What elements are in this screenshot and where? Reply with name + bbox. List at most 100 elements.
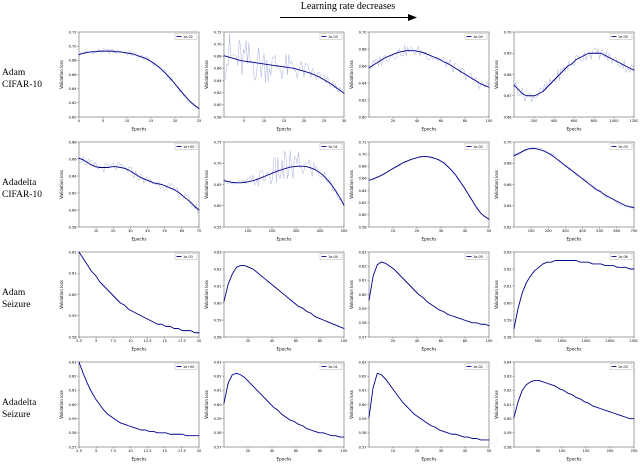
svg-text:0.55: 0.55	[214, 225, 222, 229]
svg-text:Validation loss: Validation loss	[494, 390, 499, 419]
svg-text:30: 30	[128, 229, 133, 233]
svg-text:0.66: 0.66	[69, 72, 78, 76]
figure-title: Learning rate decreases	[300, 1, 396, 12]
svg-text:0.58: 0.58	[359, 431, 368, 435]
svg-text:Epochs: Epochs	[566, 456, 581, 461]
svg-text:0.59: 0.59	[359, 416, 368, 420]
svg-text:Validation loss: Validation loss	[349, 170, 354, 199]
svg-text:0.62: 0.62	[504, 388, 512, 392]
svg-text:0.66: 0.66	[359, 64, 368, 68]
svg-text:0.70: 0.70	[359, 152, 368, 156]
svg-text:Epochs: Epochs	[276, 126, 291, 131]
subplot-r1-c2: 0.58 0.60 0.62 0.64 0.66 0.68 0.70 0.72 5 10 15 20 2…	[204, 30, 347, 131]
svg-text:5: 5	[243, 119, 245, 123]
svg-text:17.5: 17.5	[178, 449, 186, 453]
svg-text:0.60: 0.60	[69, 292, 78, 296]
svg-text:7.5: 7.5	[110, 449, 116, 453]
svg-text:Validation loss: Validation loss	[59, 280, 64, 309]
svg-text:20: 20	[415, 449, 420, 453]
svg-text:0.59: 0.59	[504, 431, 513, 435]
svg-text:0.67: 0.67	[504, 94, 512, 98]
svg-text:0.64: 0.64	[359, 188, 368, 192]
svg-text:0.68: 0.68	[504, 161, 513, 165]
svg-text:40: 40	[463, 449, 468, 453]
subplot-r1-c1: 0.60 0.62 0.64 0.66 0.68 0.70 0.72 0 5 10 15 20 25 Ep…	[59, 30, 202, 131]
svg-text:0.58: 0.58	[69, 335, 78, 339]
svg-text:0.70: 0.70	[504, 140, 513, 144]
svg-text:0.58: 0.58	[69, 431, 78, 435]
svg-text:80: 80	[318, 339, 323, 343]
svg-text:0.66: 0.66	[504, 115, 513, 119]
svg-text:0.58: 0.58	[69, 225, 78, 229]
svg-text:10: 10	[391, 229, 396, 233]
svg-text:0.62: 0.62	[504, 225, 512, 229]
svg-text:40: 40	[463, 229, 468, 233]
svg-text:0.62: 0.62	[359, 201, 367, 205]
svg-text:0.72: 0.72	[214, 30, 222, 34]
svg-text:0.62: 0.62	[504, 267, 512, 271]
subplot-r4-c3: 0.57 0.58 0.59 0.60 0.61 0.62 0.63 10 20 30 40 50 Ep…	[349, 360, 492, 461]
svg-text:0.62: 0.62	[69, 101, 77, 105]
subplot-r4-c1: 0.57 0.58 0.59 0.60 0.61 0.62 0.63 2.5 5 7.5 10 12.…	[59, 360, 202, 461]
svg-text:Validation loss: Validation loss	[494, 60, 499, 89]
svg-text:80: 80	[318, 449, 323, 453]
svg-text:0.62: 0.62	[359, 98, 367, 102]
svg-text:Validation loss: Validation loss	[494, 170, 499, 199]
subplot-r2-c3: 0.58 0.60 0.62 0.64 0.66 0.68 0.70 0.72 10 20 30 40…	[349, 140, 492, 241]
svg-text:100: 100	[341, 449, 348, 453]
svg-text:400: 400	[551, 119, 559, 123]
svg-text:10: 10	[391, 449, 396, 453]
svg-text:0.59: 0.59	[359, 306, 368, 310]
row-label-line1: Adam	[2, 67, 26, 78]
svg-text:0.62: 0.62	[359, 264, 367, 268]
svg-text:40: 40	[145, 229, 150, 233]
svg-text:0.65: 0.65	[214, 182, 222, 186]
subplot-r2-c2: 0.55 0.60 0.65 0.70 0.75 100 200 300 400 500 Epoch…	[204, 140, 348, 241]
svg-text:15: 15	[162, 339, 167, 343]
svg-text:0.68: 0.68	[359, 164, 368, 168]
row-label-line2: Seizure	[2, 300, 31, 310]
svg-text:50: 50	[487, 229, 492, 233]
subplot-r3-c4: 0.58 0.59 0.60 0.61 0.62 0.63 500 1000 1500 2000 2…	[494, 250, 638, 351]
svg-text:100: 100	[486, 119, 493, 123]
svg-text:Epochs: Epochs	[131, 236, 146, 241]
plot-grid: Adam CIFAR-10 0.60 0.62 0.64 0.66 0.68 0.70 0.…	[0, 24, 640, 464]
svg-text:1e-05: 1e-05	[473, 254, 483, 258]
svg-text:0.57: 0.57	[214, 445, 222, 449]
svg-text:0.66: 0.66	[69, 157, 78, 161]
svg-text:1000: 1000	[557, 339, 567, 343]
svg-text:0.64: 0.64	[69, 86, 78, 90]
right-arrow-icon	[280, 14, 417, 21]
svg-text:0.60: 0.60	[69, 208, 78, 212]
svg-text:0.58: 0.58	[214, 431, 223, 435]
svg-text:40: 40	[270, 339, 275, 343]
svg-text:0.58: 0.58	[504, 335, 513, 339]
svg-text:0.61: 0.61	[69, 388, 77, 392]
svg-text:0.68: 0.68	[359, 47, 368, 51]
svg-text:500: 500	[535, 339, 543, 343]
svg-text:Epochs: Epochs	[566, 236, 581, 241]
svg-text:10: 10	[128, 339, 133, 343]
svg-text:25: 25	[197, 119, 202, 123]
row-label-line1: Adam	[2, 287, 26, 298]
row-label-adadelta-seizure: Adadelta Seizure	[0, 397, 58, 422]
svg-text:1e-03: 1e-03	[328, 34, 338, 38]
svg-text:7.5: 7.5	[110, 339, 116, 343]
svg-text:10: 10	[94, 229, 99, 233]
svg-text:1e-02: 1e-02	[183, 34, 193, 38]
svg-text:2500: 2500	[629, 339, 638, 343]
svg-text:Validation loss: Validation loss	[349, 390, 354, 419]
svg-text:30: 30	[342, 119, 347, 123]
svg-text:0.64: 0.64	[69, 174, 78, 178]
svg-text:0.61: 0.61	[504, 284, 512, 288]
svg-text:400: 400	[317, 229, 325, 233]
svg-text:0.59: 0.59	[214, 416, 223, 420]
row-label-line1: Adadelta	[2, 397, 37, 408]
svg-text:0.64: 0.64	[359, 81, 368, 85]
svg-text:0.58: 0.58	[214, 115, 223, 119]
svg-text:1500: 1500	[581, 339, 591, 343]
svg-text:12.5: 12.5	[144, 449, 152, 453]
svg-text:0.60: 0.60	[504, 416, 513, 420]
svg-text:0.61: 0.61	[504, 402, 512, 406]
